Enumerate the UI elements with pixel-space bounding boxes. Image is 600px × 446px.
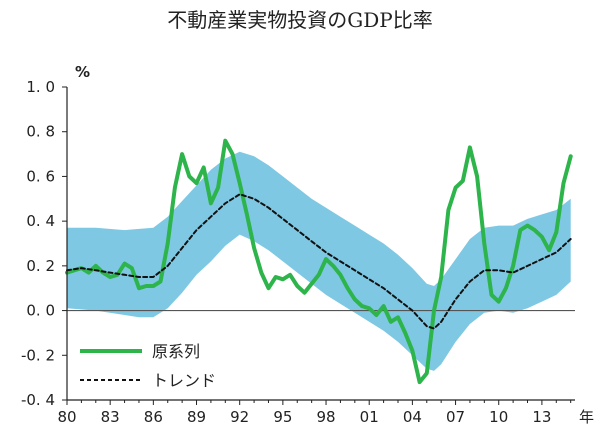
trend-series-line [66, 193, 572, 330]
x-tick-label: 10 [489, 408, 508, 426]
x-tick-label: 89 [187, 408, 206, 426]
y-tick-label: 0. 4 [26, 212, 55, 230]
x-tick-label: 80 [57, 408, 76, 426]
actual-series-line [65, 138, 573, 385]
x-tick-label: 98 [316, 408, 335, 426]
y-tick-label: 0. 2 [26, 257, 55, 275]
legend-label-actual: 原系列 [152, 342, 200, 361]
x-tick-label: 86 [144, 408, 163, 426]
confidence-band [67, 151, 571, 371]
line-layer [65, 138, 573, 385]
y-tick-label: 0. 0 [26, 302, 55, 320]
x-tick-label: 95 [273, 408, 292, 426]
y-tick-label: 1. 0 [26, 78, 55, 96]
x-tick-label: 07 [446, 408, 465, 426]
band-layer [67, 151, 571, 371]
x-tick-label: 83 [101, 408, 120, 426]
y-axis-unit-label: % [75, 63, 90, 81]
x-tick-label: 13 [532, 408, 551, 426]
y-tick-label: -0. 2 [21, 346, 55, 364]
y-tick-label: -0. 4 [21, 391, 55, 409]
x-axis-unit-label: 年 [579, 408, 594, 426]
chart-title: 不動産業実物投資のGDP比率 [167, 8, 433, 32]
x-tick-label: 01 [360, 408, 379, 426]
x-tick-label: 04 [403, 408, 422, 426]
x-tick-label: 92 [230, 408, 249, 426]
legend-label-trend: トレンド [152, 371, 216, 390]
y-tick-label: 0. 8 [26, 123, 55, 141]
axis-layer: 1. 0 0. 8 0. 6 0. 4 0. 2 0. 0 -0. 2 -0. 480 83 86… [21, 63, 594, 426]
y-tick-label: 0. 6 [26, 167, 55, 185]
